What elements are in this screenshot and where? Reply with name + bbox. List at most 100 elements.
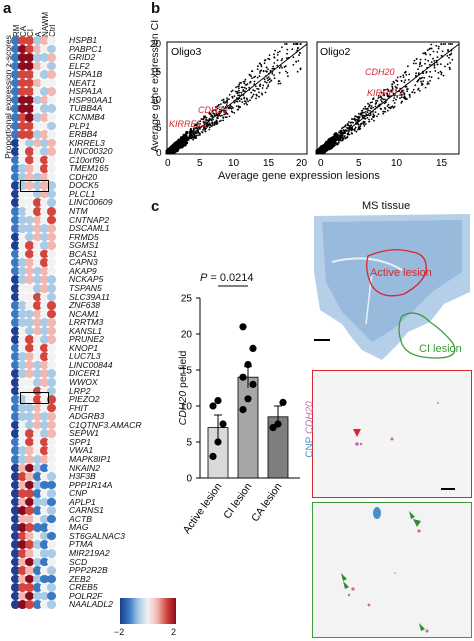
gene-point xyxy=(355,130,358,133)
expression-dot xyxy=(25,318,34,327)
expression-dot xyxy=(40,429,49,438)
gene-point xyxy=(261,93,264,96)
gene-point xyxy=(430,61,433,63)
oligo3-xtick-20: 20 xyxy=(296,158,308,169)
expression-dot xyxy=(25,130,34,139)
expression-dot xyxy=(18,198,27,208)
expression-dot xyxy=(33,480,42,490)
expression-dot xyxy=(25,378,34,387)
expression-dot xyxy=(47,198,56,208)
expression-dot xyxy=(33,549,42,558)
expression-dot xyxy=(18,540,27,550)
gene-point xyxy=(449,68,451,71)
gene-point xyxy=(197,134,199,137)
gene-point xyxy=(360,110,363,112)
gene-point xyxy=(420,77,423,79)
gene-point xyxy=(434,70,437,72)
expression-dot xyxy=(40,531,49,541)
gene-point xyxy=(396,76,399,79)
data-point xyxy=(249,344,257,352)
expression-dot xyxy=(40,446,49,455)
expression-dot xyxy=(40,224,49,233)
expression-dot xyxy=(40,61,49,71)
expression-dot xyxy=(47,454,56,464)
gene-point xyxy=(252,93,255,96)
expression-dot xyxy=(40,138,49,148)
gene-point xyxy=(198,125,200,128)
expression-dot xyxy=(18,104,27,113)
gene-point xyxy=(382,112,385,115)
expression-dot xyxy=(47,318,56,327)
gene-point xyxy=(348,121,350,123)
expression-dot xyxy=(47,309,56,319)
gene-point xyxy=(369,107,372,109)
gene-point xyxy=(203,127,205,130)
gene-point xyxy=(250,91,253,94)
expression-dot xyxy=(40,301,49,310)
expression-dot xyxy=(33,241,42,250)
expression-dot xyxy=(40,275,49,284)
expression-dot xyxy=(33,215,42,225)
expression-dot xyxy=(25,121,34,131)
gene-point xyxy=(247,100,249,103)
gene-point xyxy=(253,76,255,79)
expression-dot xyxy=(18,343,27,353)
gene-point xyxy=(415,58,418,60)
expression-dot xyxy=(40,104,49,113)
expression-dot xyxy=(47,531,56,541)
gene-point xyxy=(430,76,433,79)
gene-point xyxy=(377,97,380,99)
expression-dot xyxy=(47,566,56,575)
expression-dot xyxy=(33,386,42,396)
gene-point xyxy=(403,95,406,98)
expression-dot xyxy=(40,292,49,302)
expression-dot xyxy=(11,600,20,609)
expression-dot xyxy=(47,514,56,524)
gene-point xyxy=(214,106,217,108)
gene-point xyxy=(387,103,390,106)
gene-point xyxy=(280,65,282,68)
gene-label: ST6GALNAC3 xyxy=(69,530,125,541)
expression-dot xyxy=(47,446,56,455)
gene-point xyxy=(387,109,389,112)
expression-dot xyxy=(40,557,49,567)
gene-label: CDH20 xyxy=(69,171,98,182)
oligo3-xtick-15: 15 xyxy=(263,158,275,169)
gene-point xyxy=(379,107,382,110)
gene-point xyxy=(407,88,409,90)
expression-dot xyxy=(11,275,20,284)
expression-dot xyxy=(25,87,34,96)
expression-dot xyxy=(33,224,42,233)
expression-dot xyxy=(25,506,34,515)
gene-label: TUBB4A xyxy=(69,103,103,114)
expression-dot xyxy=(11,283,20,293)
gene-point xyxy=(437,47,440,50)
gene-point xyxy=(201,131,203,133)
expression-dot xyxy=(18,138,27,148)
expression-dot xyxy=(47,147,56,156)
gene-point xyxy=(205,119,208,121)
gene-point xyxy=(386,105,389,107)
expression-dot xyxy=(11,78,20,88)
expression-dot xyxy=(11,309,20,319)
expression-dot xyxy=(40,181,49,190)
expression-dot xyxy=(18,215,27,225)
gene-point xyxy=(316,148,320,152)
expression-dot xyxy=(40,463,49,473)
gene-point xyxy=(323,148,327,152)
expression-dot xyxy=(40,36,49,45)
expression-dot xyxy=(33,87,42,96)
gene-point xyxy=(342,126,345,129)
gene-point xyxy=(244,84,247,86)
expression-dot xyxy=(18,557,27,567)
gene-point xyxy=(392,80,395,83)
expression-dot xyxy=(11,446,20,455)
expression-dot xyxy=(11,591,20,601)
gene-label: LUC7L3 xyxy=(69,351,101,362)
expression-dot xyxy=(18,232,27,242)
expression-dot xyxy=(25,215,34,225)
gene-point xyxy=(373,119,375,122)
gene-point xyxy=(350,124,352,127)
gene-point xyxy=(216,117,219,119)
expression-dot xyxy=(33,275,42,284)
